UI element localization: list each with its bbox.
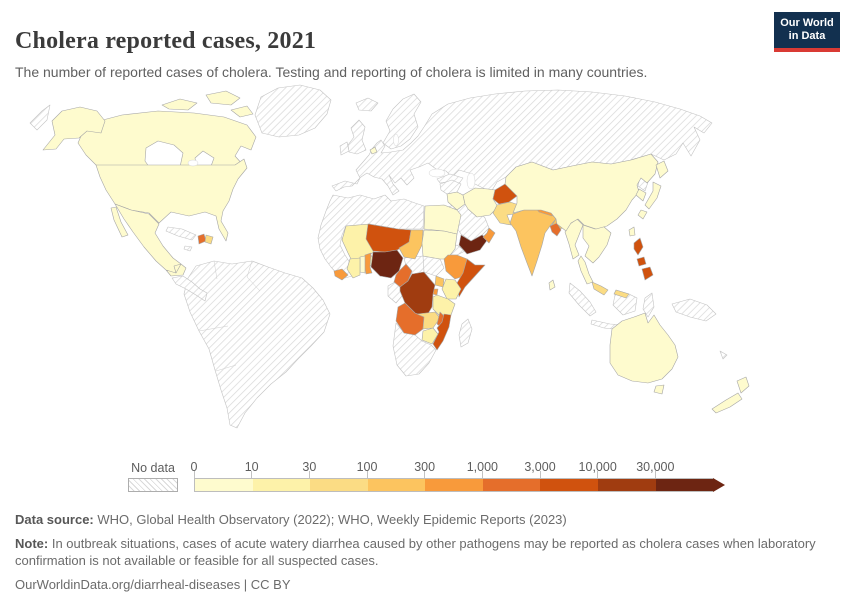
note-line: Note: In outbreak situations, cases of a… (15, 536, 827, 570)
chart-footer: Data source: WHO, Global Health Observat… (15, 512, 827, 594)
legend-tick-label: 10,000 (578, 460, 617, 474)
owid-logo-line1: Our World (780, 17, 834, 30)
country-zambia[interactable] (416, 311, 441, 330)
country-somalia[interactable] (456, 258, 486, 298)
country-philippines[interactable] (633, 237, 654, 281)
legend-tick-mark (654, 471, 656, 478)
country-ghana[interactable] (346, 257, 361, 279)
data-source-text: WHO, Global Health Observatory (2022); W… (93, 512, 567, 527)
legend-tick-mark (539, 471, 541, 478)
country-egypt[interactable] (423, 204, 462, 235)
legend-color-bar (194, 478, 714, 492)
great-lakes (187, 159, 199, 167)
owid-logo[interactable]: Our World in Data (774, 12, 840, 52)
region-jamaica[interactable] (183, 245, 193, 252)
data-source-line: Data source: WHO, Global Health Observat… (15, 512, 827, 529)
country-malaysia[interactable] (591, 281, 630, 299)
page-subtitle: The number of reported cases of cholera.… (15, 64, 648, 80)
country-pakistan[interactable] (492, 201, 520, 226)
country-new-zealand[interactable] (711, 376, 750, 414)
baltic-sea (393, 133, 399, 147)
legend-tick-mark (597, 471, 599, 478)
legend-tick-mark (251, 471, 253, 478)
legend-tick-label: 3,000 (524, 460, 556, 474)
country-thailand-indochina[interactable] (577, 224, 612, 285)
legend-segment-5[interactable] (482, 478, 541, 492)
legend-tick-label: 100 (356, 460, 378, 474)
data-source-label: Data source: (15, 512, 94, 527)
country-oman[interactable] (482, 227, 496, 244)
country-mexico[interactable] (110, 203, 187, 277)
country-togo[interactable] (359, 255, 366, 274)
south-america-borders (198, 260, 261, 372)
legend-segment-2[interactable] (310, 478, 368, 492)
map-legend: No data 0 10 30 100 300 1,000 3,000 10,000 30,00… (0, 458, 850, 498)
region-iceland[interactable] (355, 97, 379, 112)
country-drc[interactable] (399, 271, 436, 318)
region-greenland[interactable] (254, 84, 332, 138)
legend-segment-7[interactable] (597, 478, 656, 492)
region-south-america[interactable] (183, 260, 331, 429)
region-new-caledonia[interactable] (719, 350, 728, 360)
country-canada[interactable] (77, 90, 257, 178)
legend-tick-label: 1,000 (466, 460, 498, 474)
legend-tick-label: 30 (302, 460, 317, 474)
country-zimbabwe[interactable] (421, 327, 439, 345)
region-scandinavia[interactable] (382, 93, 422, 150)
country-taiwan[interactable] (628, 226, 636, 237)
country-liberia[interactable] (333, 268, 349, 281)
legend-tick-label: 10 (244, 460, 259, 474)
legend-arrow (713, 478, 725, 492)
legend-tick-label: 30,000 (636, 460, 675, 474)
country-australia[interactable] (609, 312, 679, 395)
country-mozambique[interactable] (432, 313, 452, 351)
legend-tick-mark (366, 471, 368, 478)
region-central-america[interactable] (171, 275, 208, 302)
region-new-guinea[interactable] (671, 298, 717, 322)
region-ireland[interactable] (339, 141, 350, 156)
legend-segment-4[interactable] (425, 478, 483, 492)
region-cuba[interactable] (165, 226, 197, 241)
legend-tick-mark (481, 471, 483, 478)
no-data-label: No data (131, 461, 175, 475)
page-title: Cholera reported cases, 2021 (15, 28, 317, 55)
owid-logo-line2: in Data (788, 30, 826, 42)
legend-tick-mark (308, 471, 310, 478)
legend-segment-3[interactable] (367, 478, 426, 492)
legend-tick-mark (193, 471, 195, 478)
black-sea (428, 168, 446, 178)
region-madagascar[interactable] (458, 318, 473, 348)
legend-tick-label: 0 (190, 460, 198, 474)
country-yemen[interactable] (458, 234, 489, 255)
legend-segment-0[interactable] (194, 478, 253, 492)
country-japan[interactable] (637, 160, 669, 220)
country-myanmar[interactable] (564, 218, 584, 260)
world-map (29, 84, 750, 429)
no-data-swatch[interactable] (128, 478, 178, 492)
note-text: In outbreak situations, cases of acute w… (15, 535, 816, 568)
country-dominican-republic[interactable] (204, 234, 214, 245)
legend-tick-mark (424, 471, 426, 478)
country-china[interactable] (504, 153, 659, 232)
country-south-korea[interactable] (635, 188, 647, 202)
country-kenya[interactable] (441, 278, 462, 300)
region-uk[interactable] (347, 119, 367, 155)
region-north-west-africa[interactable] (317, 194, 425, 279)
citation-line[interactable]: OurWorldinData.org/diarrheal-diseases | … (15, 576, 291, 592)
country-sri-lanka[interactable] (548, 279, 556, 291)
country-chad[interactable] (398, 229, 424, 260)
legend-segment-6[interactable] (540, 478, 598, 492)
caspian-sea (466, 172, 476, 190)
legend-tick-label: 300 (414, 460, 436, 474)
legend-segment-1[interactable] (252, 478, 311, 492)
country-uganda[interactable] (434, 275, 445, 288)
country-bangladesh[interactable] (549, 222, 562, 237)
region-chukotka[interactable] (29, 104, 51, 131)
legend-segment-8[interactable] (655, 478, 714, 492)
note-label: Note: (15, 535, 49, 551)
country-haiti[interactable] (197, 233, 207, 245)
country-netherlands[interactable] (369, 146, 378, 155)
